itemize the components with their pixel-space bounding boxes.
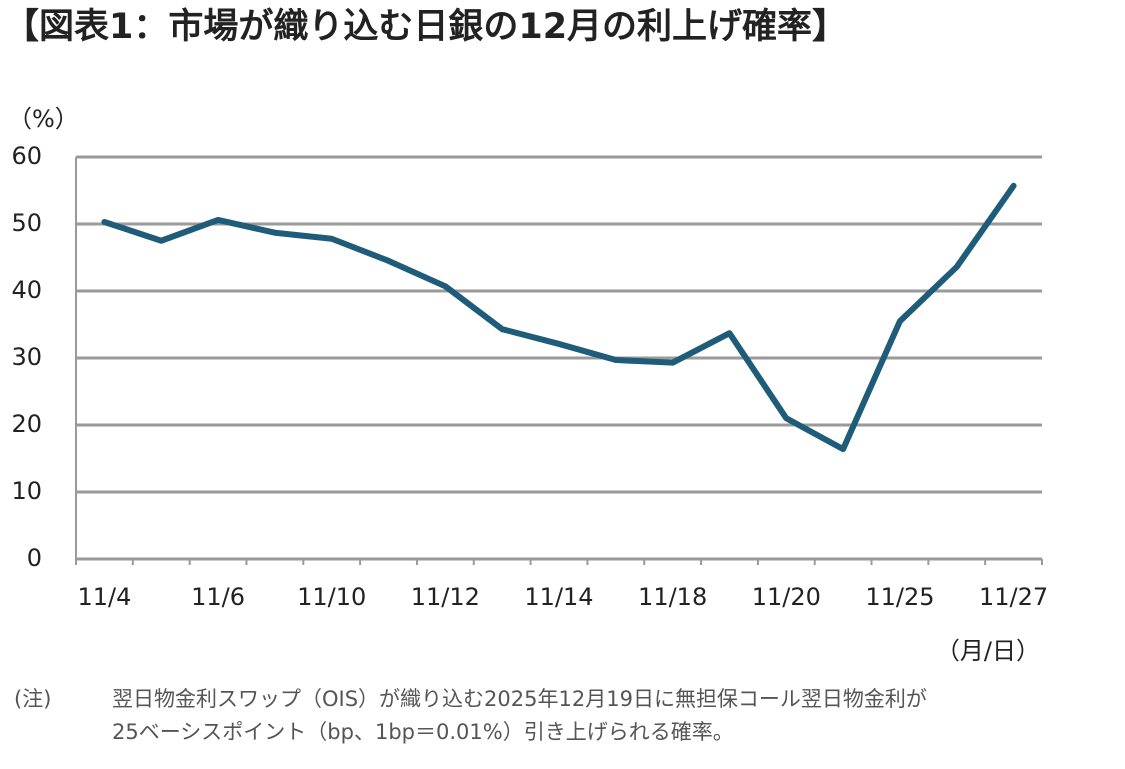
y-tick-label: 30	[11, 343, 42, 371]
y-tick-label: 50	[11, 209, 42, 237]
x-tick-label: 11/6	[191, 583, 245, 611]
y-axis-unit: （%）	[8, 105, 79, 133]
chart-title: 【図表1：市場が織り込む日銀の12月の利上げ確率】	[4, 7, 847, 47]
note-label: (注)	[14, 687, 51, 711]
x-tick-label: 11/25	[865, 583, 934, 611]
note-line: 25ベーシスポイント（bp、1bp＝0.01%）引き上げられる確率。	[112, 720, 734, 744]
y-tick-label: 10	[11, 477, 42, 505]
note-line: 翌日物金利スワップ（OIS）が織り込む2025年12月19日に無担保コール翌日物…	[112, 687, 927, 711]
x-tick-label: 11/12	[411, 583, 480, 611]
x-tick-label: 11/10	[297, 583, 366, 611]
y-tick-label: 60	[11, 142, 42, 170]
data-line	[101, 182, 1017, 453]
x-tick-label: 11/4	[77, 583, 131, 611]
y-tick-label: 40	[11, 276, 42, 304]
x-tick-label: 11/18	[638, 583, 707, 611]
y-tick-label: 20	[11, 410, 42, 438]
y-tick-label: 0	[27, 544, 42, 572]
x-tick-label: 11/20	[752, 583, 821, 611]
x-tick-label: 11/27	[979, 583, 1048, 611]
x-tick-label: 11/14	[524, 583, 593, 611]
x-axis-unit: （月/日）	[936, 637, 1040, 665]
